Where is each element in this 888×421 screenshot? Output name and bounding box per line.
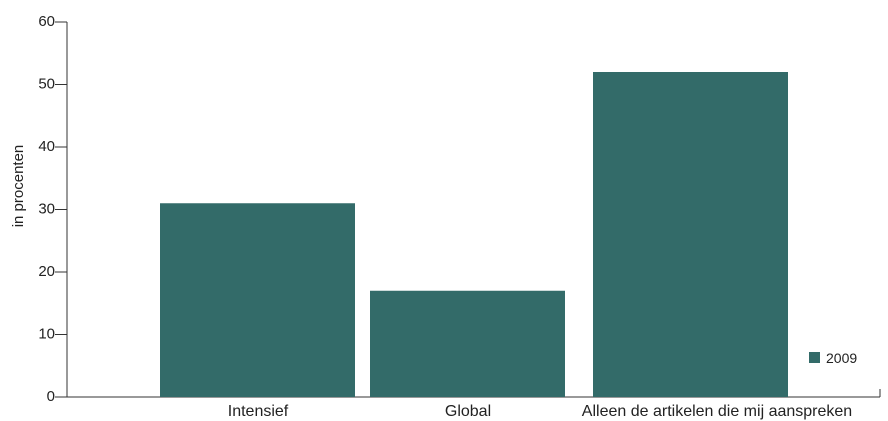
- y-tick-label: 40: [38, 138, 55, 155]
- y-tick-label: 0: [47, 388, 55, 405]
- bar: [593, 72, 788, 397]
- category-label: Alleen de artikelen die mij aanspreken: [582, 403, 852, 420]
- category-label: Global: [445, 403, 491, 420]
- legend-label: 2009: [826, 350, 857, 366]
- bars: [160, 72, 788, 397]
- y-axis-title: in procenten: [10, 145, 27, 228]
- legend: 2009: [809, 350, 857, 366]
- y-tick-label: 10: [38, 326, 55, 343]
- legend-swatch: [809, 352, 820, 363]
- y-tick-label: 60: [38, 13, 55, 30]
- bar: [370, 290, 565, 397]
- category-label: Intensief: [228, 403, 289, 420]
- labels: 0 10 20 30 40 50 60 Intensief Global Alleen de ar…: [38, 13, 852, 420]
- y-tick-label: 30: [38, 201, 55, 218]
- y-tick-label: 50: [38, 76, 55, 93]
- y-tick-label: 20: [38, 263, 55, 280]
- bar: [160, 203, 355, 397]
